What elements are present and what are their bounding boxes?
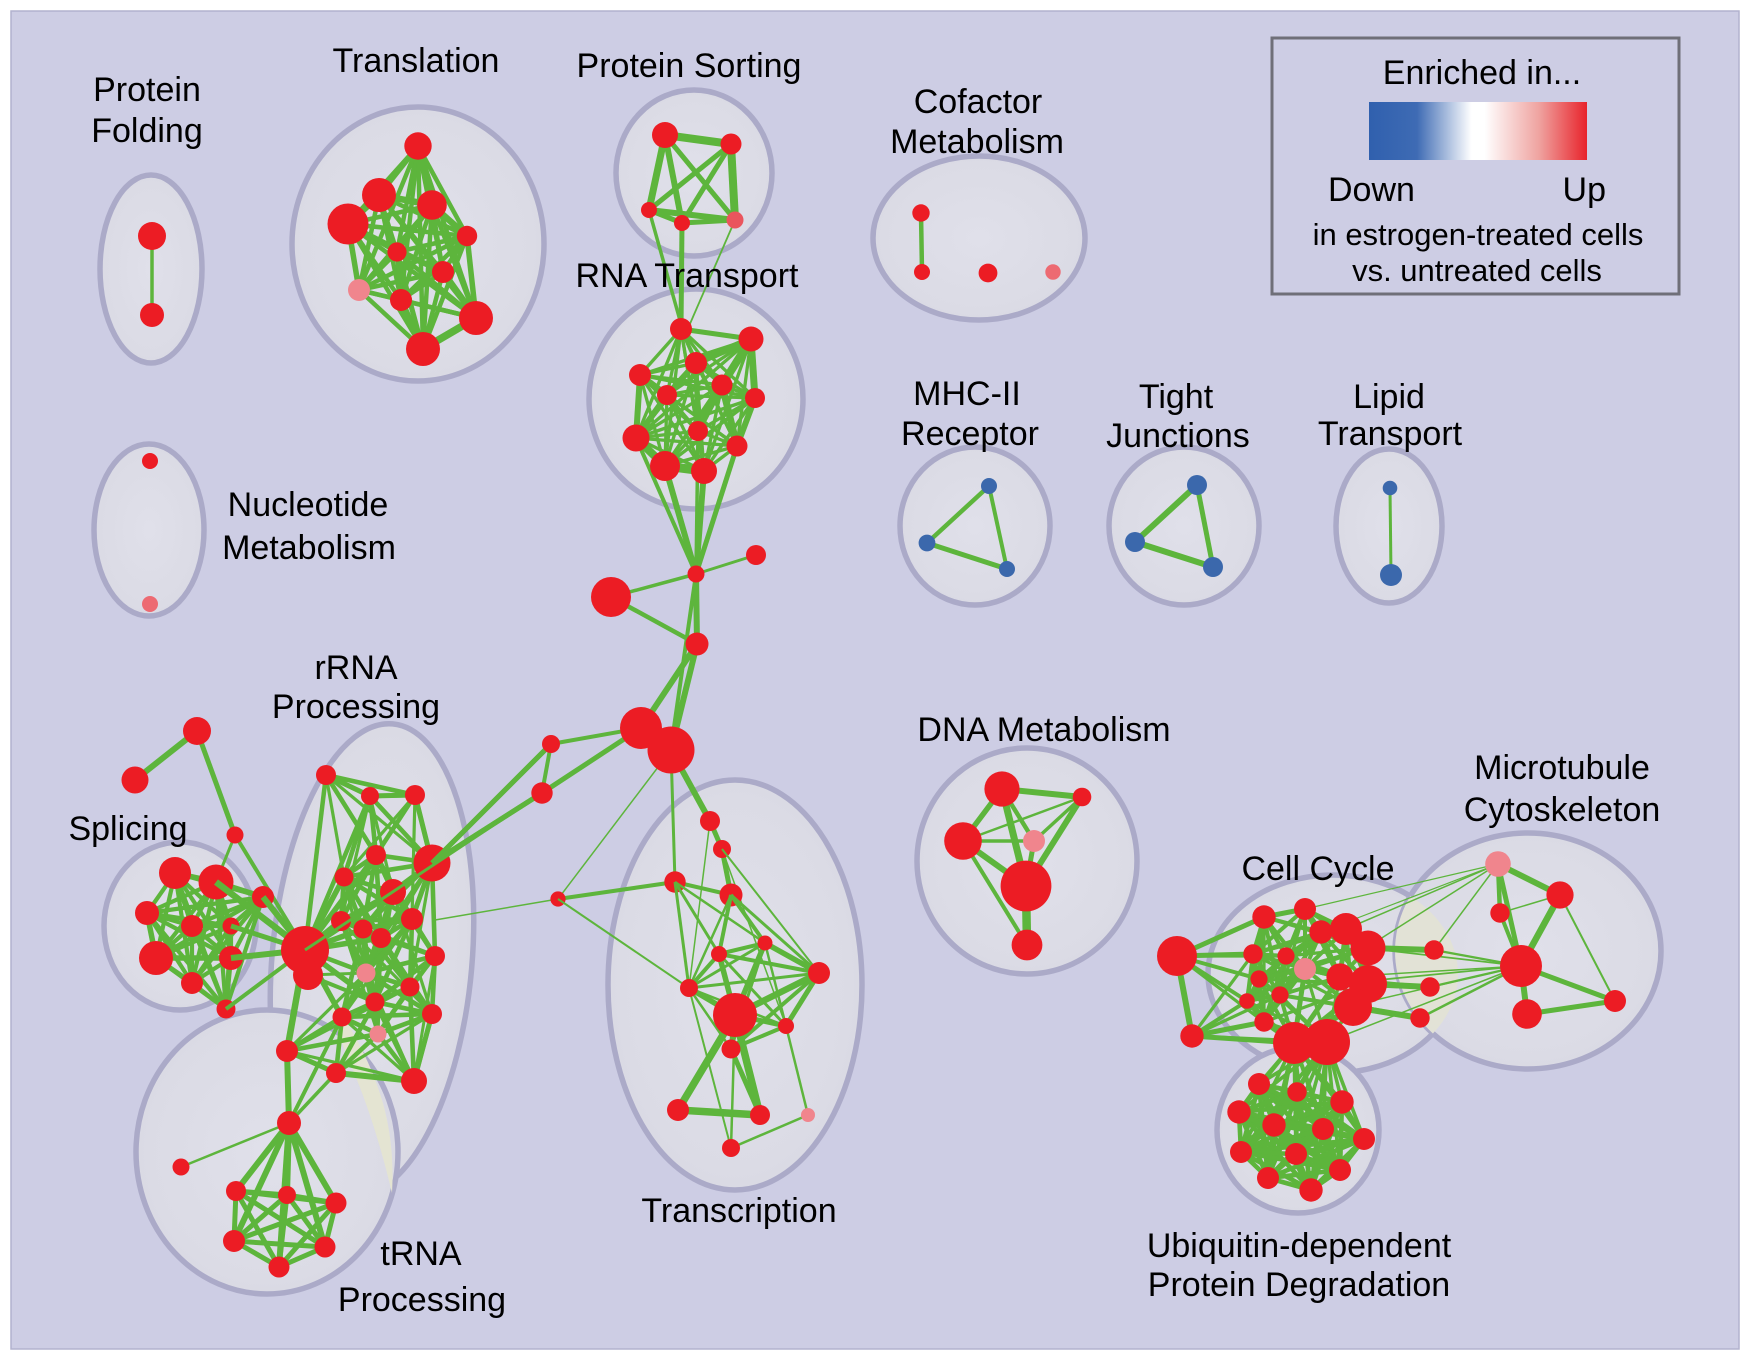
svg-text:Enriched in...: Enriched in... — [1383, 54, 1581, 92]
svg-text:in estrogen-treated cells: in estrogen-treated cells — [1313, 217, 1644, 252]
svg-text:vs. untreated cells: vs. untreated cells — [1352, 253, 1602, 288]
svg-text:rRNA: rRNA — [314, 649, 397, 687]
svg-text:Nucleotide: Nucleotide — [228, 486, 389, 524]
svg-text:Folding: Folding — [91, 112, 203, 150]
svg-text:Transcription: Transcription — [641, 1192, 836, 1230]
svg-text:Protein: Protein — [93, 71, 201, 109]
svg-text:Translation: Translation — [333, 42, 500, 80]
svg-text:Receptor: Receptor — [901, 415, 1039, 453]
svg-text:Down: Down — [1328, 171, 1415, 209]
svg-text:Transport: Transport — [1318, 415, 1463, 453]
svg-text:Cytoskeleton: Cytoskeleton — [1464, 791, 1661, 829]
svg-text:Protein Sorting: Protein Sorting — [577, 47, 802, 85]
svg-text:Tight: Tight — [1139, 378, 1214, 416]
svg-text:RNA Transport: RNA Transport — [576, 257, 800, 295]
svg-text:Protein Degradation: Protein Degradation — [1148, 1266, 1450, 1304]
svg-text:Processing: Processing — [272, 688, 440, 726]
svg-text:Splicing: Splicing — [68, 810, 187, 848]
svg-text:Microtubule: Microtubule — [1474, 749, 1650, 787]
svg-text:DNA Metabolism: DNA Metabolism — [917, 711, 1170, 749]
svg-text:tRNA: tRNA — [380, 1235, 462, 1273]
svg-text:Processing: Processing — [338, 1281, 506, 1319]
svg-text:Cell Cycle: Cell Cycle — [1241, 850, 1394, 888]
svg-text:Metabolism: Metabolism — [222, 529, 396, 567]
svg-text:MHC-II: MHC-II — [913, 375, 1021, 413]
svg-text:Junctions: Junctions — [1106, 417, 1250, 455]
svg-text:Lipid: Lipid — [1353, 378, 1425, 416]
svg-text:Cofactor: Cofactor — [914, 83, 1043, 121]
svg-text:Metabolism: Metabolism — [890, 123, 1064, 161]
svg-text:Up: Up — [1563, 171, 1606, 209]
svg-text:Ubiquitin-dependent: Ubiquitin-dependent — [1147, 1227, 1452, 1265]
